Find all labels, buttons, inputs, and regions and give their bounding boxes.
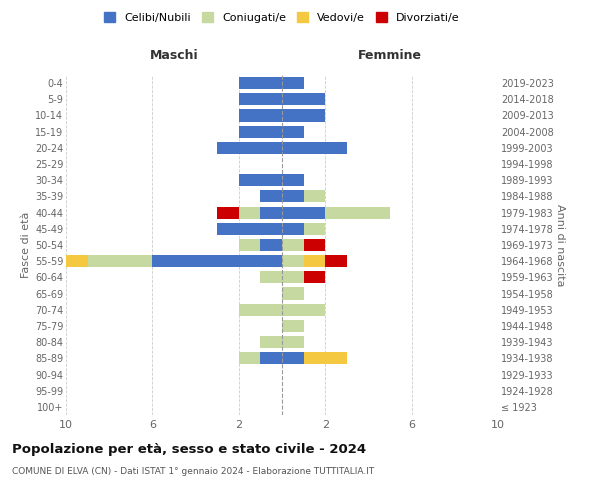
Bar — [260, 206, 282, 218]
Bar — [282, 255, 304, 268]
Bar — [260, 190, 282, 202]
Bar — [239, 304, 282, 316]
Bar — [282, 272, 304, 283]
Bar — [282, 126, 304, 138]
Bar — [282, 320, 304, 332]
Bar — [282, 239, 304, 251]
Bar — [282, 110, 325, 122]
Bar — [325, 206, 390, 218]
Bar — [260, 336, 282, 348]
Bar — [282, 77, 304, 89]
Bar — [239, 77, 282, 89]
Bar — [304, 272, 325, 283]
Bar — [88, 255, 152, 268]
Bar — [239, 352, 260, 364]
Bar — [260, 352, 282, 364]
Text: COMUNE DI ELVA (CN) - Dati ISTAT 1° gennaio 2024 - Elaborazione TUTTITALIA.IT: COMUNE DI ELVA (CN) - Dati ISTAT 1° genn… — [12, 468, 374, 476]
Bar — [282, 304, 325, 316]
Bar — [282, 174, 304, 186]
Bar — [239, 174, 282, 186]
Bar — [217, 142, 282, 154]
Bar — [304, 190, 325, 202]
Bar — [217, 206, 239, 218]
Y-axis label: Anni di nascita: Anni di nascita — [555, 204, 565, 286]
Bar — [282, 288, 304, 300]
Bar — [282, 190, 304, 202]
Bar — [239, 239, 260, 251]
Bar — [260, 272, 282, 283]
Bar — [304, 222, 325, 235]
Bar — [282, 222, 304, 235]
Bar — [325, 255, 347, 268]
Bar — [304, 352, 347, 364]
Bar — [239, 126, 282, 138]
Text: Femmine: Femmine — [358, 50, 422, 62]
Bar — [282, 206, 325, 218]
Text: Popolazione per età, sesso e stato civile - 2024: Popolazione per età, sesso e stato civil… — [12, 442, 366, 456]
Y-axis label: Fasce di età: Fasce di età — [20, 212, 31, 278]
Bar — [217, 222, 282, 235]
Bar — [66, 255, 88, 268]
Bar — [260, 239, 282, 251]
Bar — [282, 93, 325, 106]
Bar — [304, 239, 325, 251]
Bar — [282, 336, 304, 348]
Legend: Celibi/Nubili, Coniugati/e, Vedovi/e, Divorziati/e: Celibi/Nubili, Coniugati/e, Vedovi/e, Di… — [100, 8, 464, 28]
Bar — [239, 206, 260, 218]
Bar — [152, 255, 282, 268]
Bar — [239, 93, 282, 106]
Bar — [239, 110, 282, 122]
Text: Maschi: Maschi — [149, 50, 199, 62]
Bar — [282, 352, 304, 364]
Bar — [304, 255, 325, 268]
Bar — [282, 142, 347, 154]
